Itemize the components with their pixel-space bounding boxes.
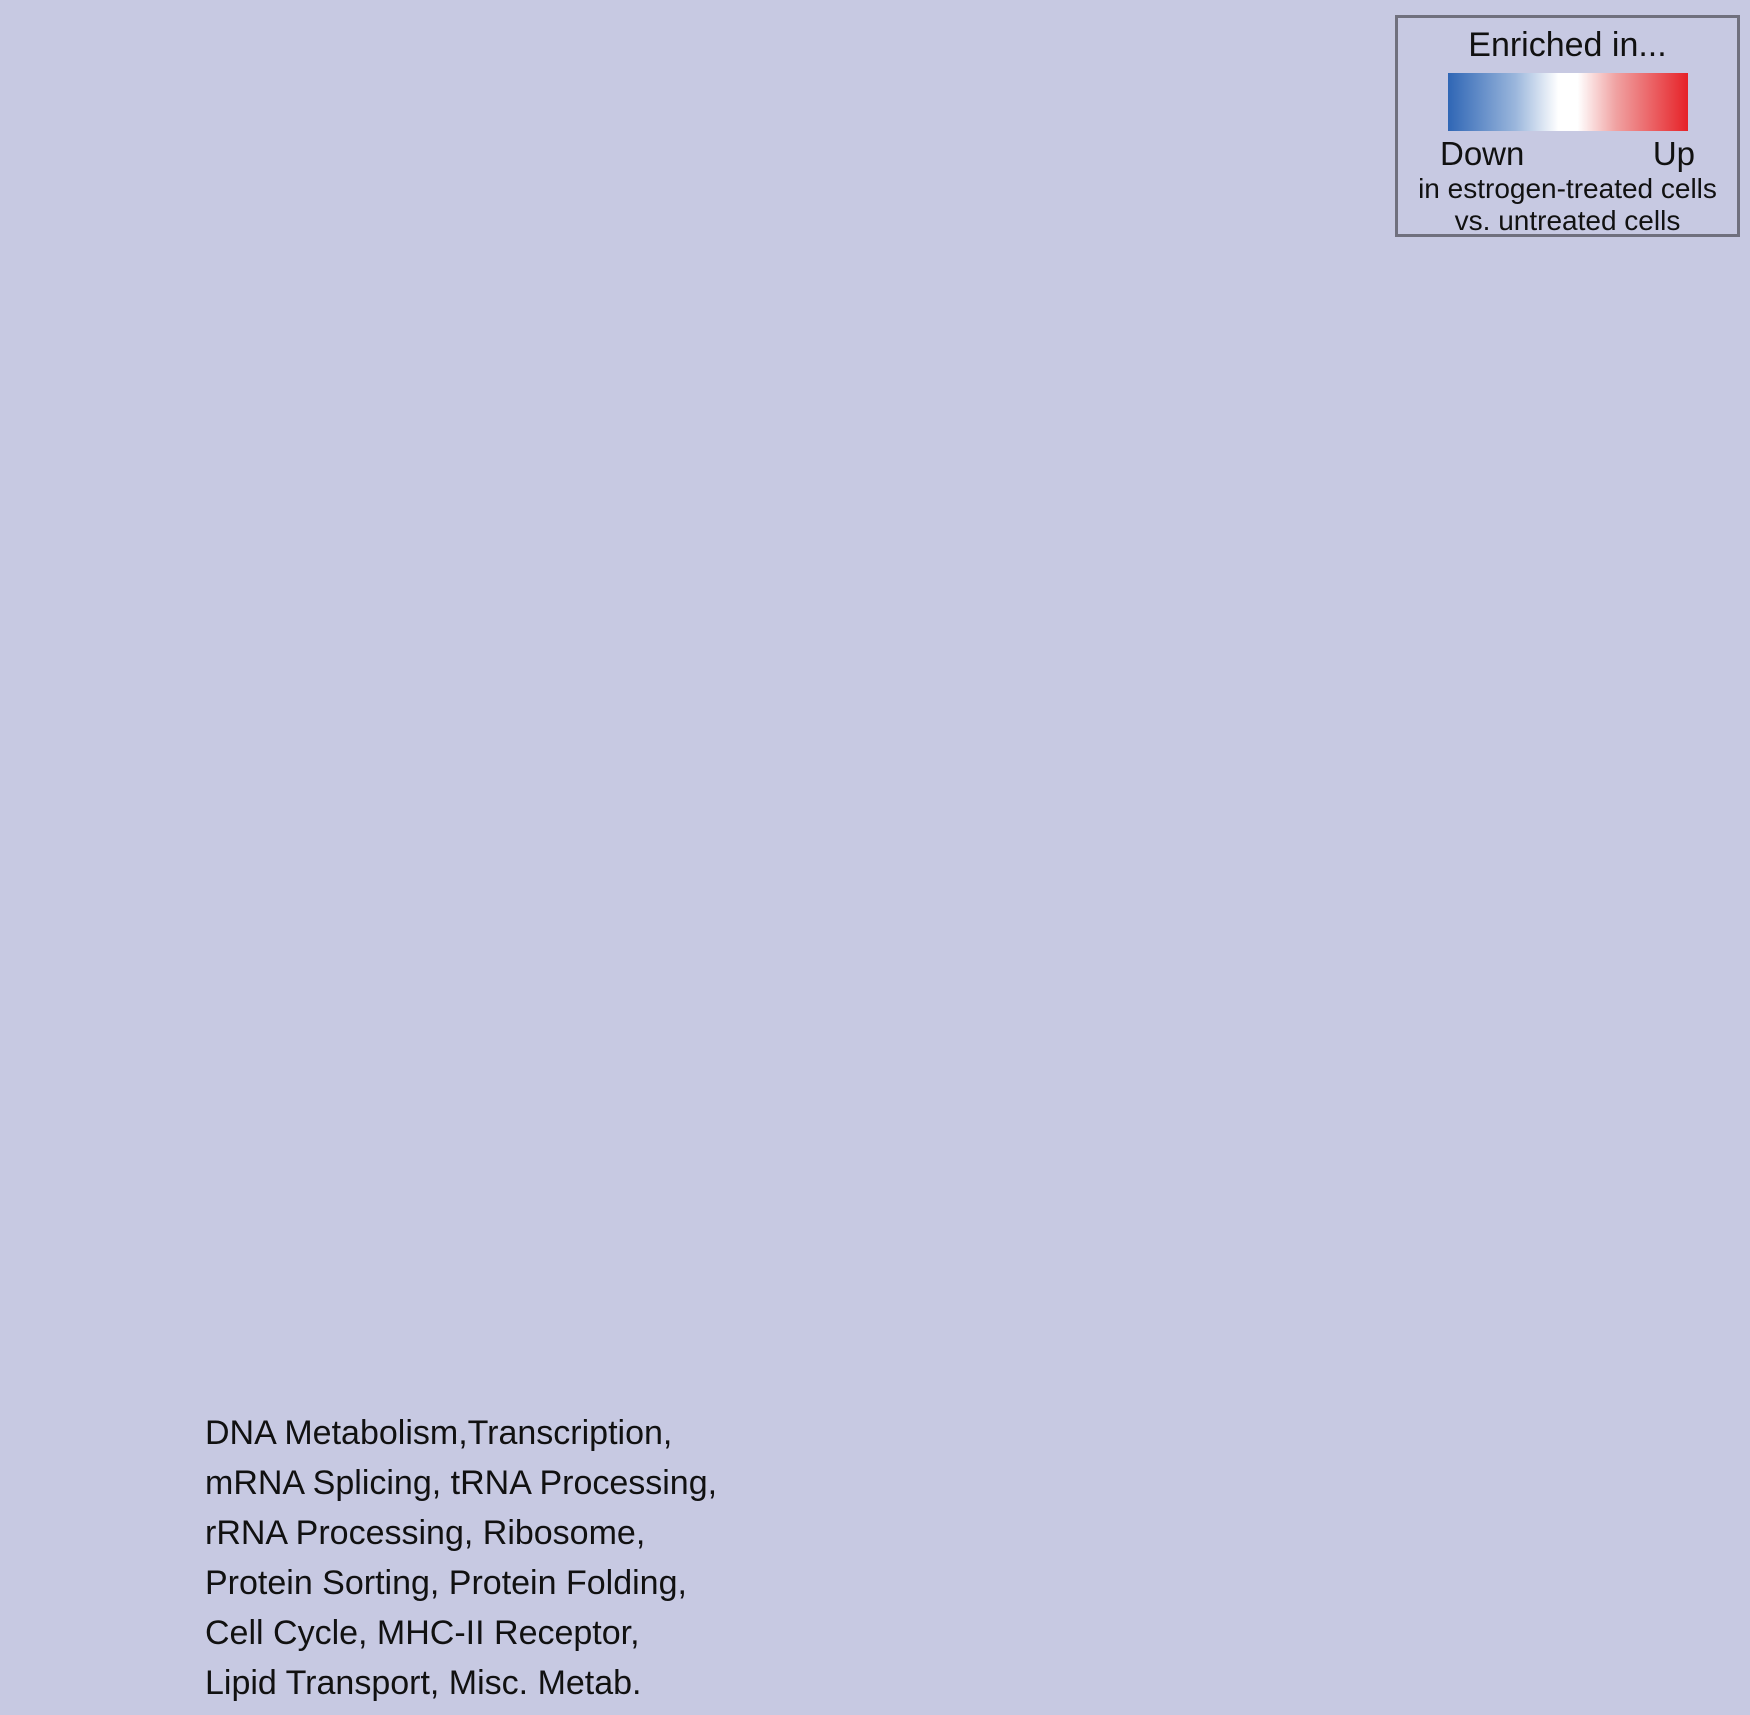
legend-gradient-bar — [1447, 73, 1688, 131]
legend-title: Enriched in... — [1468, 26, 1667, 64]
legend-box: Enriched in... Down Up in estrogen-treat… — [1395, 15, 1740, 237]
legend-subtitle-1: in estrogen-treated cells — [1418, 173, 1717, 204]
summary-line: rRNA Processing, Ribosome, — [205, 1514, 646, 1552]
summary-text-block: DNA Metabolism,Transcription, mRNA Splic… — [205, 1408, 725, 1708]
summary-line: Cell Cycle, MHC-II Receptor, — [205, 1614, 640, 1652]
summary-line: Lipid Transport, Misc. Metab. — [205, 1664, 642, 1702]
legend-subtitle-2: vs. untreated cells — [1454, 205, 1681, 236]
legend-up-label: Up — [1652, 135, 1695, 172]
summary-line: Protein Sorting, Protein Folding, — [205, 1564, 687, 1602]
legend-down-label: Down — [1440, 135, 1525, 172]
summary-line: DNA Metabolism,Transcription, — [205, 1414, 673, 1452]
summary-line: mRNA Splicing, tRNA Processing, — [205, 1464, 718, 1502]
